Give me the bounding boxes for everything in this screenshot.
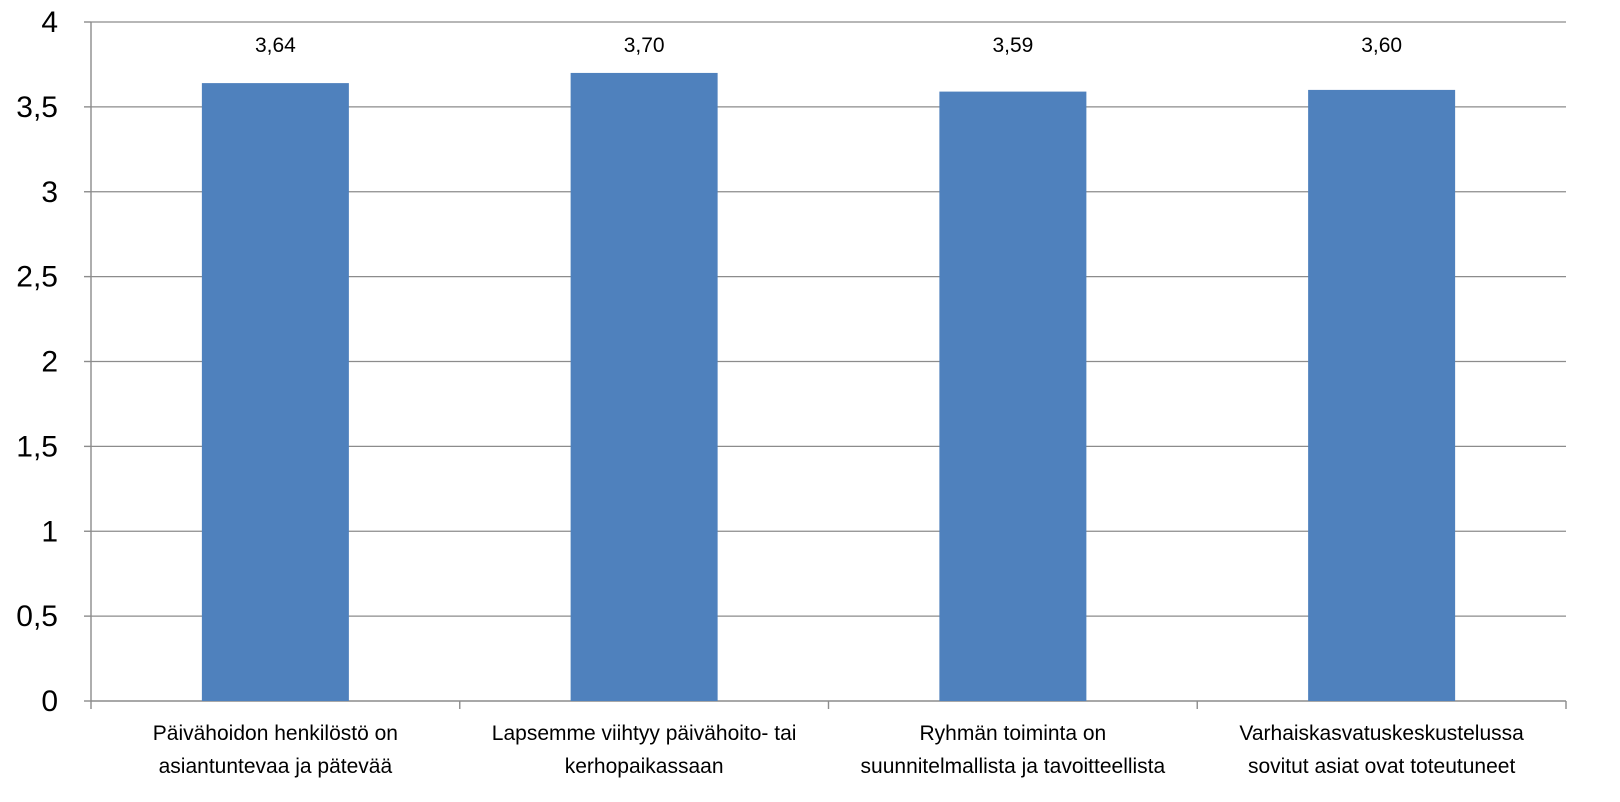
x-tick-label-3-line-0: Varhaiskasvatuskeskustelussa bbox=[1239, 722, 1524, 745]
y-tick-label-6: 3 bbox=[41, 176, 58, 209]
y-tick-label-5: 2,5 bbox=[16, 261, 58, 294]
y-tick-label-0: 0 bbox=[41, 685, 58, 718]
x-tick-label-2-line-1: suunnitelmallista ja tavoitteellista bbox=[861, 755, 1166, 778]
data-label-1: 3,70 bbox=[624, 34, 665, 57]
y-tick-label-3: 1,5 bbox=[16, 430, 58, 463]
x-tick-label-3-line-1: sovitut asiat ovat toteutuneet bbox=[1248, 755, 1516, 778]
x-tick-label-2-line-0: Ryhmän toiminta on bbox=[919, 722, 1106, 745]
x-tick-label-1-line-0: Lapsemme viihtyy päivähoito- tai bbox=[492, 722, 797, 745]
y-tick-label-1: 0,5 bbox=[16, 600, 58, 633]
x-tick-label-1-line-1: kerhopaikassaan bbox=[565, 755, 724, 778]
y-tick-label-7: 3,5 bbox=[16, 91, 58, 124]
y-tick-label-4: 2 bbox=[41, 346, 58, 379]
y-tick-label-8: 4 bbox=[41, 6, 58, 39]
bar-1 bbox=[570, 72, 718, 702]
x-tick-label-0-line-0: Päivähoidon henkilöstö on bbox=[153, 722, 398, 745]
y-tick-label-2: 1 bbox=[41, 515, 58, 548]
x-tick-label-0-line-1: asiantuntevaa ja pätevää bbox=[159, 755, 393, 778]
bar-0 bbox=[201, 83, 349, 702]
labels: 0 0,5 1 1,5 2 2,5 3 3,5 4 3,64 Päivähoidon henkilö… bbox=[16, 6, 1524, 778]
data-label-2: 3,59 bbox=[992, 34, 1033, 57]
bar-2 bbox=[939, 91, 1087, 701]
bar-3 bbox=[1308, 89, 1456, 701]
data-label-0: 3,64 bbox=[255, 34, 296, 57]
bars bbox=[201, 72, 1456, 702]
data-label-3: 3,60 bbox=[1361, 34, 1402, 57]
